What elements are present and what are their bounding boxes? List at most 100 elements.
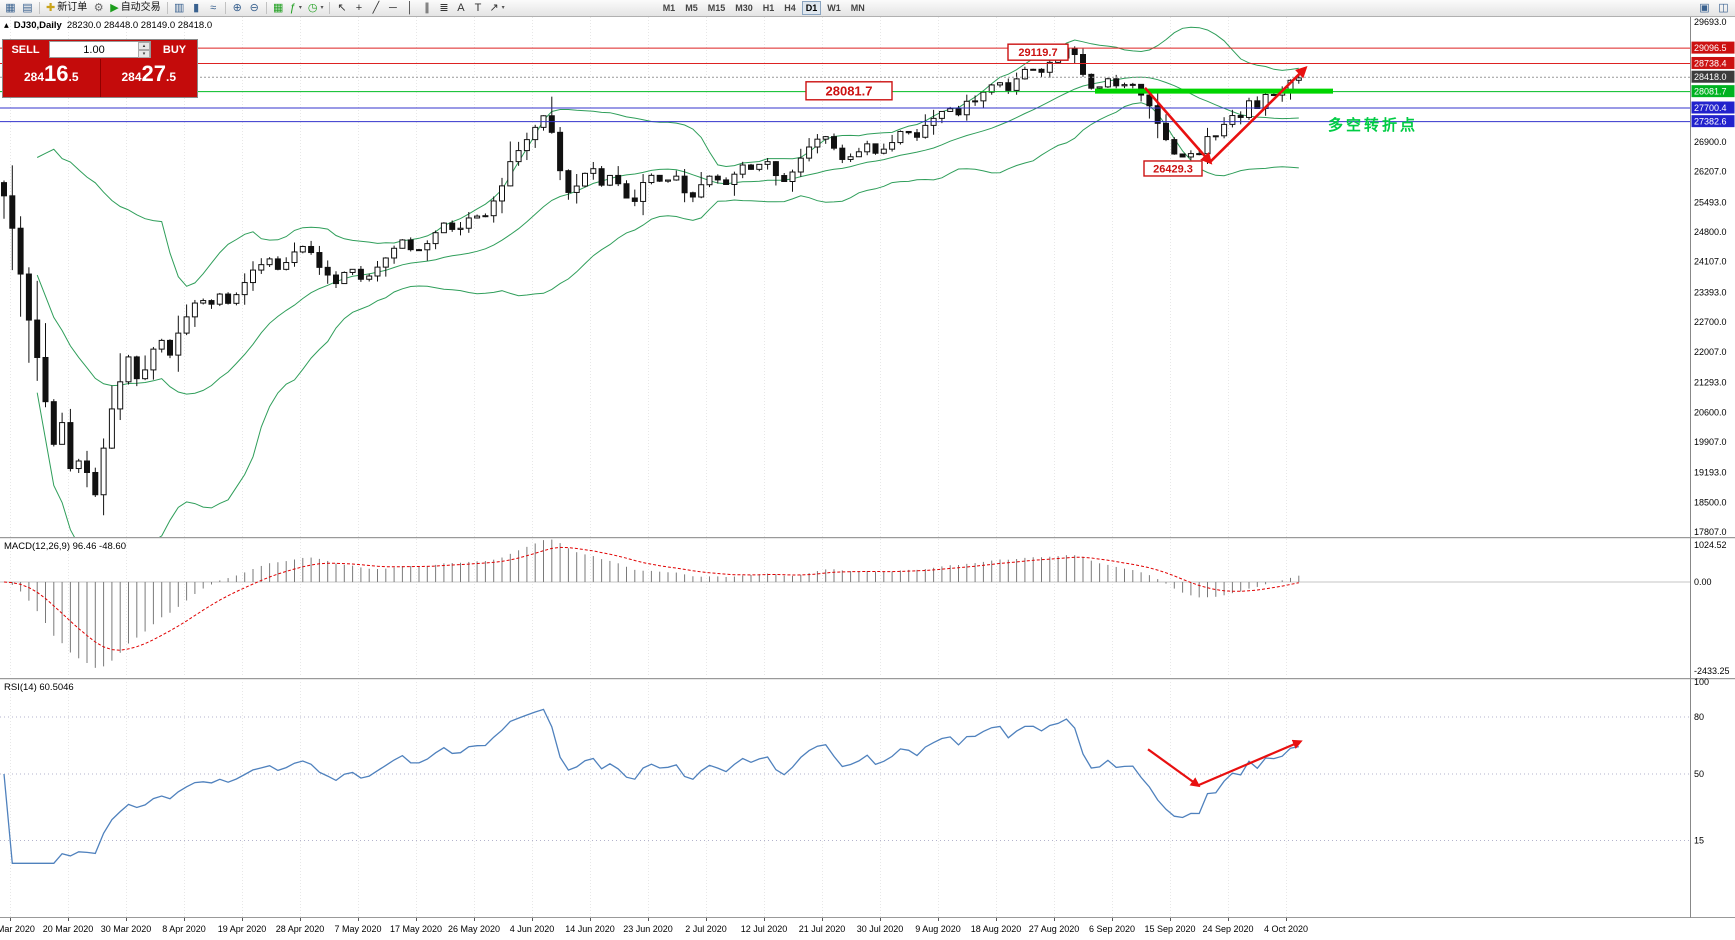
rsi-axis-label: 15	[1694, 836, 1704, 846]
arrows-tool-button[interactable]: ↗ ▾	[486, 1, 507, 16]
candle-body	[839, 147, 846, 160]
candle-body	[92, 471, 99, 496]
trend-arrow-2[interactable]	[1209, 66, 1308, 163]
periods-button[interactable]: ◷ ▾	[305, 1, 327, 16]
price-callout-box[interactable]	[1007, 43, 1069, 61]
buy-price[interactable]: 284 27.5	[101, 59, 198, 97]
candle-body	[299, 245, 306, 253]
new-order-label: 新订单	[57, 2, 88, 13]
add-indicator-icon: ƒ	[289, 1, 296, 14]
price-callout-box[interactable]	[1143, 160, 1203, 177]
candle-body	[84, 460, 90, 473]
timeframe-mn-button[interactable]: MN	[850, 3, 865, 13]
fibonacci-button[interactable]: ≣	[435, 1, 452, 16]
toolbar-separator	[265, 2, 267, 14]
crosshair-button[interactable]: +	[350, 1, 367, 16]
candle-body	[714, 175, 721, 181]
profiles-button[interactable]: ▤	[19, 1, 36, 16]
timeframe-m30-button[interactable]: M30	[735, 3, 753, 13]
date-label: 30 Mar 2020	[101, 924, 152, 934]
zoom-out-button[interactable]: ⊖	[246, 1, 263, 16]
timeframe-h4-button[interactable]: H4	[784, 3, 796, 13]
candle-body	[598, 168, 605, 186]
timeframe-w1-button[interactable]: W1	[827, 3, 841, 13]
rsi-axis-label: 80	[1694, 712, 1704, 722]
candle-body	[1046, 61, 1053, 73]
price-tag-text: 27700.4	[1694, 103, 1727, 113]
timeframe-m15-button[interactable]: M15	[707, 3, 726, 13]
volume-up-button[interactable]: ▴	[138, 42, 150, 50]
candle-body	[1187, 153, 1194, 158]
add-indicator-button[interactable]: ƒ ▾	[287, 1, 305, 16]
candle-body	[797, 157, 804, 173]
sell-button[interactable]: SELL	[3, 40, 48, 59]
price-axis-label: 29693.0	[1694, 17, 1727, 27]
dock-windows-button[interactable]: ▣	[1696, 1, 1713, 16]
volume-down-button[interactable]: ▾	[138, 50, 150, 58]
timeframe-h1-button[interactable]: H1	[762, 3, 775, 13]
candle-body	[665, 179, 671, 182]
price-tag-text: 28738.4	[1694, 58, 1727, 68]
candle-body	[1163, 122, 1169, 141]
vertical-line-button[interactable]: │	[401, 1, 418, 16]
trendline-icon: ╱	[372, 1, 380, 14]
sell-price[interactable]: 284 16.5	[3, 59, 101, 97]
timeframe-d1-button[interactable]: D1	[801, 1, 822, 15]
expert-advisors-button[interactable]: ⚙	[90, 1, 107, 16]
bar-chart-button[interactable]: ▥	[171, 1, 188, 16]
trendline-button[interactable]: ╱	[367, 1, 384, 16]
tile-windows-button[interactable]: ▦	[270, 1, 287, 16]
line-chart-button[interactable]: ≈	[205, 1, 222, 16]
candle-body	[980, 91, 987, 102]
bollinger-upper-band	[36, 26, 1299, 287]
candle-body	[274, 258, 281, 270]
candle-body	[1204, 136, 1211, 155]
text-label-button[interactable]: T	[469, 1, 486, 16]
timeframe-m1-button[interactable]: M1	[662, 3, 676, 13]
zoom-in-button[interactable]: ⊕	[229, 1, 246, 16]
price-axis-label: 24107.0	[1694, 257, 1727, 267]
toolbar-separator	[329, 2, 331, 14]
date-label: 2 Jul 2020	[685, 924, 727, 934]
price-callout-text: 26429.3	[1153, 163, 1193, 175]
equidistant-channel-button[interactable]: ∥	[418, 1, 435, 16]
candle-body	[233, 294, 240, 304]
candle-body	[872, 143, 879, 154]
fibonacci-icon: ≣	[439, 1, 449, 14]
chart-shift-button[interactable]: ◫	[1715, 1, 1732, 16]
rsi-axis-label: 100	[1694, 677, 1709, 687]
price-axis[interactable]: 29693.0 26900.0 26207.0 25493.0 24800.0 24107…	[1691, 17, 1735, 846]
chart-area[interactable]: 29119.7 28081.7 26429.3 多空转折点 29693.0 26900.0…	[0, 17, 1735, 940]
candle-body	[50, 401, 57, 445]
auto-trading-button[interactable]: ▶ 自动交易	[107, 1, 163, 16]
rsi-trend-arrow-1[interactable]	[1147, 748, 1201, 788]
candle-body	[349, 268, 356, 273]
candle-body	[9, 195, 16, 229]
price-callout-text: 29119.7	[1018, 47, 1057, 59]
new-chart-button[interactable]: ▦	[2, 1, 19, 16]
candle-body	[1096, 86, 1103, 89]
text-button[interactable]: A	[452, 1, 469, 16]
candle-body	[416, 249, 422, 252]
chart-shift-icon: ◫	[1718, 2, 1729, 14]
date-label: 26 May 2020	[448, 924, 500, 934]
candle-body	[988, 84, 995, 93]
price-callout-box[interactable]	[805, 81, 893, 101]
candle-body	[831, 136, 837, 149]
sell-price-suffix: .5	[68, 70, 79, 84]
time-axis[interactable]: 11 Mar 2020 20 Mar 2020 30 Mar 2020 8 Apr 2…	[0, 918, 1308, 934]
sell-price-big: 16	[44, 61, 69, 86]
horizontal-line-button[interactable]: ─	[384, 1, 401, 16]
trend-arrow-1[interactable]	[1144, 86, 1213, 165]
new-order-button[interactable]: ✚ 新订单	[43, 1, 90, 16]
buy-button[interactable]: BUY	[152, 40, 197, 59]
collapse-arrow-icon[interactable]: ▴	[4, 20, 9, 31]
candle-body	[482, 215, 489, 218]
candlestick-chart-button[interactable]: ▮	[188, 1, 205, 16]
volume-input[interactable]	[50, 42, 138, 57]
candle-body	[283, 262, 290, 270]
timeframe-m5-button[interactable]: M5	[685, 3, 698, 13]
candle-body	[250, 269, 256, 284]
rsi-trend-arrow-2[interactable]	[1197, 739, 1303, 787]
cursor-button[interactable]: ↖	[333, 1, 350, 16]
